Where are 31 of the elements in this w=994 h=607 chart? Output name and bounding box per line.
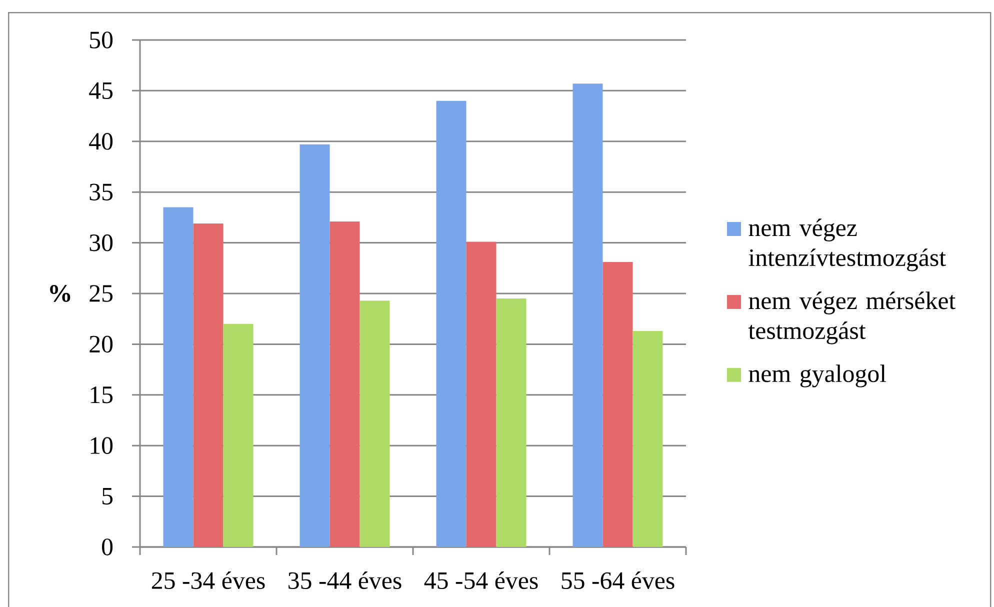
bar bbox=[496, 298, 526, 547]
legend-label: nem végez intenzívtestmozgást bbox=[748, 218, 946, 272]
y-tick-label: 45 bbox=[89, 82, 113, 100]
bar bbox=[193, 224, 224, 547]
y-tick-label: 10 bbox=[90, 437, 113, 454]
x-tick-label: 25 -34 éves bbox=[152, 571, 265, 590]
bar bbox=[632, 331, 663, 547]
y-tick-label: 20 bbox=[90, 336, 113, 353]
y-tick-label: 5 bbox=[102, 488, 113, 505]
y-axis-title: % bbox=[50, 285, 70, 302]
bar bbox=[466, 242, 496, 547]
bar bbox=[330, 221, 360, 547]
y-tick-label: 30 bbox=[90, 234, 113, 252]
y-tick-label: 15 bbox=[90, 386, 113, 404]
legend-label: nem gyalogol bbox=[748, 364, 886, 388]
x-tick-label: 45 -54 éves bbox=[424, 571, 538, 590]
bar bbox=[572, 84, 603, 547]
bar bbox=[436, 100, 466, 547]
bar bbox=[223, 324, 254, 547]
bar bbox=[602, 262, 633, 547]
y-tick-label: 0 bbox=[102, 538, 113, 556]
x-tick-label: 35 -44 éves bbox=[288, 571, 402, 590]
y-tick-label: 25 bbox=[90, 285, 113, 302]
y-tick-label: 40 bbox=[89, 132, 113, 150]
bar bbox=[300, 144, 330, 547]
y-tick-label: 50 bbox=[90, 32, 113, 48]
y-tick-label: 35 bbox=[90, 184, 113, 200]
legend-label: nem végez mérséket testmozgást bbox=[748, 292, 956, 344]
x-tick-label: 55 -64 éves bbox=[562, 571, 674, 590]
bar bbox=[163, 207, 194, 547]
bar bbox=[360, 300, 390, 547]
